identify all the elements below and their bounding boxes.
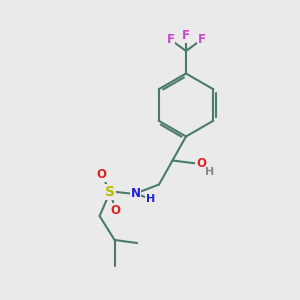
Text: O: O <box>196 157 206 170</box>
Text: F: F <box>198 33 206 46</box>
Text: O: O <box>97 168 107 181</box>
Text: F: F <box>167 33 174 46</box>
Text: H: H <box>146 194 155 204</box>
Text: S: S <box>105 185 115 199</box>
Text: N: N <box>130 187 141 200</box>
Text: H: H <box>206 167 214 177</box>
Text: O: O <box>110 203 121 217</box>
Text: F: F <box>182 29 190 42</box>
